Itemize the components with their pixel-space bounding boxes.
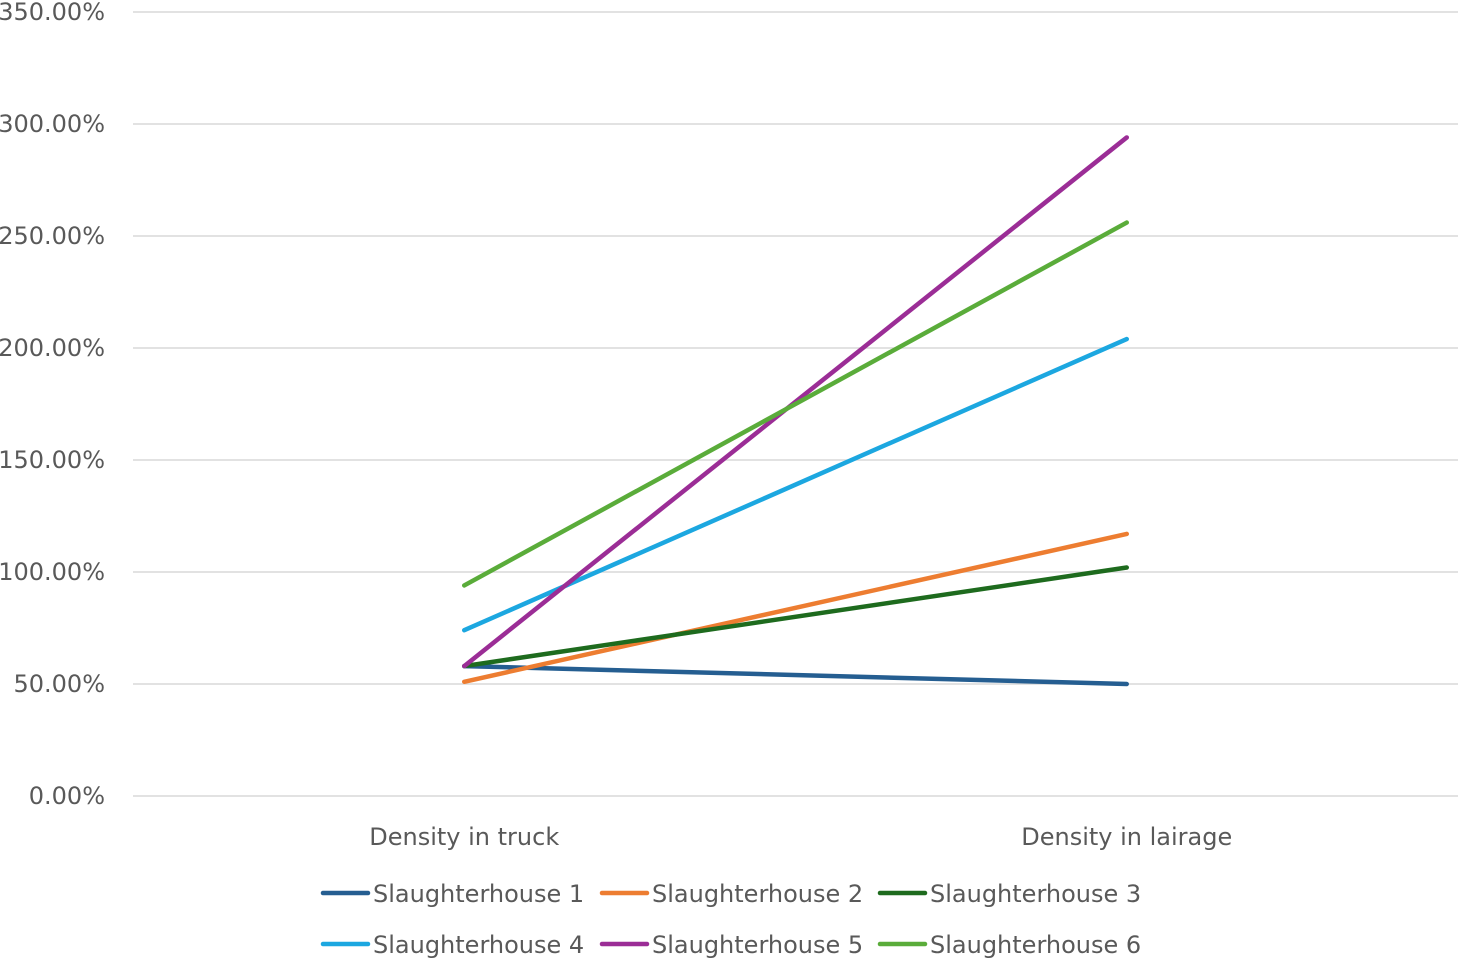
x-axis-category-labels: Density in truck Density in lairage <box>369 823 1232 851</box>
legend-label: Slaughterhouse 1 <box>373 880 584 908</box>
legend-label: Slaughterhouse 3 <box>930 880 1141 908</box>
y-tick-label: 250.00% <box>0 222 105 250</box>
y-tick-label: 200.00% <box>0 334 105 362</box>
legend-item: Slaughterhouse 3 <box>877 880 1141 908</box>
series-4 <box>462 336 1129 633</box>
series-line <box>462 220 1129 588</box>
gridlines <box>133 11 1458 797</box>
series-6 <box>462 220 1129 588</box>
series-1 <box>462 663 1129 687</box>
series-line <box>462 336 1129 633</box>
series-2 <box>462 531 1129 685</box>
series-line <box>462 531 1129 685</box>
legend-item: Slaughterhouse 1 <box>320 880 584 908</box>
y-tick-label: 0.00% <box>29 782 105 810</box>
legend-label: Slaughterhouse 6 <box>930 931 1141 959</box>
y-tick-label: 150.00% <box>0 446 105 474</box>
legend-label: Slaughterhouse 4 <box>373 931 584 959</box>
legend-item: Slaughterhouse 2 <box>599 880 863 908</box>
legend-label: Slaughterhouse 5 <box>652 931 863 959</box>
series-line <box>462 565 1129 669</box>
legend-item: Slaughterhouse 5 <box>599 931 863 959</box>
series-3 <box>462 565 1129 669</box>
y-axis-tick-labels: 0.00% 50.00% 100.00% 150.00% 200.00% 250.00% 3… <box>0 0 105 810</box>
x-category-label: Density in lairage <box>1021 823 1232 851</box>
legend-label: Slaughterhouse 2 <box>652 880 863 908</box>
y-tick-label: 100.00% <box>0 558 105 586</box>
legend-item: Slaughterhouse 6 <box>877 931 1141 959</box>
series-lines <box>462 135 1129 687</box>
legend: Slaughterhouse 1 Slaughterhouse 2 Slaughte… <box>320 880 1141 959</box>
y-tick-label: 300.00% <box>0 110 105 138</box>
series-line <box>462 663 1129 687</box>
y-tick-label: 50.00% <box>13 670 105 698</box>
legend-item: Slaughterhouse 4 <box>320 931 584 959</box>
y-tick-label: 350.00% <box>0 0 105 26</box>
x-category-label: Density in truck <box>369 823 559 851</box>
